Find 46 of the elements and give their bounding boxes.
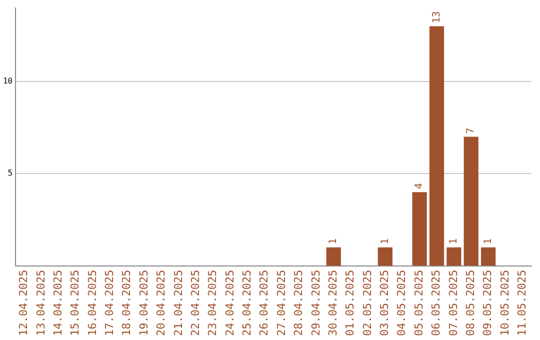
- x-tick-label: 17.04.2025: [103, 270, 116, 336]
- bar: [464, 136, 478, 266]
- bar: [378, 247, 392, 266]
- x-tick-label: 29.04.2025: [309, 270, 322, 336]
- x-tick-label: 04.05.2025: [395, 270, 408, 336]
- data-label: 1: [448, 238, 460, 244]
- y-tick-label: 5: [8, 168, 13, 178]
- x-tick-label: 22.04.2025: [188, 270, 202, 336]
- x-tick-label: 28.04.2025: [292, 270, 306, 336]
- bar: [446, 247, 462, 266]
- data-label: 1: [328, 238, 340, 244]
- x-tick-label: 18.04.2025: [120, 270, 134, 336]
- x-tick-label: 19.04.2025: [137, 270, 150, 336]
- x-tick-label: 02.05.2025: [360, 270, 374, 336]
- x-tick-label: 20.04.2025: [154, 270, 168, 336]
- x-tick-label: 07.05.2025: [446, 270, 460, 336]
- bar: [480, 247, 496, 266]
- x-tick-label: 27.04.2025: [274, 270, 288, 336]
- data-label: 1: [482, 238, 494, 244]
- x-tick-label: 08.05.2025: [464, 270, 477, 336]
- data-label: 1: [380, 238, 391, 244]
- x-tick-label: 15.04.2025: [68, 270, 82, 336]
- x-tick-label: 13.04.2025: [34, 270, 48, 336]
- x-tick-label: 16.04.2025: [86, 270, 99, 336]
- bar: [326, 247, 341, 266]
- data-label: 4: [414, 183, 426, 190]
- x-tick-label: 03.05.2025: [378, 270, 392, 336]
- data-label: 7: [466, 128, 477, 134]
- y-tick-label: 10: [2, 76, 13, 86]
- x-tick-label: 30.04.2025: [326, 270, 340, 336]
- x-tick-label: 21.04.2025: [172, 270, 185, 336]
- data-label: 13: [431, 11, 442, 24]
- bar: [429, 26, 444, 266]
- bar: [412, 192, 427, 266]
- x-tick-label: 01.05.2025: [344, 270, 357, 336]
- x-tick-label: 23.04.2025: [206, 270, 220, 336]
- x-tick-label: 24.04.2025: [223, 270, 236, 336]
- x-tick-label: 26.04.2025: [258, 270, 271, 336]
- x-tick-label: 09.05.2025: [481, 270, 494, 336]
- x-tick-label: 14.04.2025: [51, 270, 64, 336]
- x-tick-label: 12.04.2025: [17, 270, 30, 336]
- x-tick-label: 11.05.2025: [516, 270, 529, 336]
- x-tick-label: 06.05.2025: [430, 270, 443, 336]
- x-tick-label: 10.05.2025: [498, 270, 512, 336]
- x-tick-label: 25.04.2025: [240, 270, 254, 336]
- x-tick-label: 05.05.2025: [412, 270, 426, 336]
